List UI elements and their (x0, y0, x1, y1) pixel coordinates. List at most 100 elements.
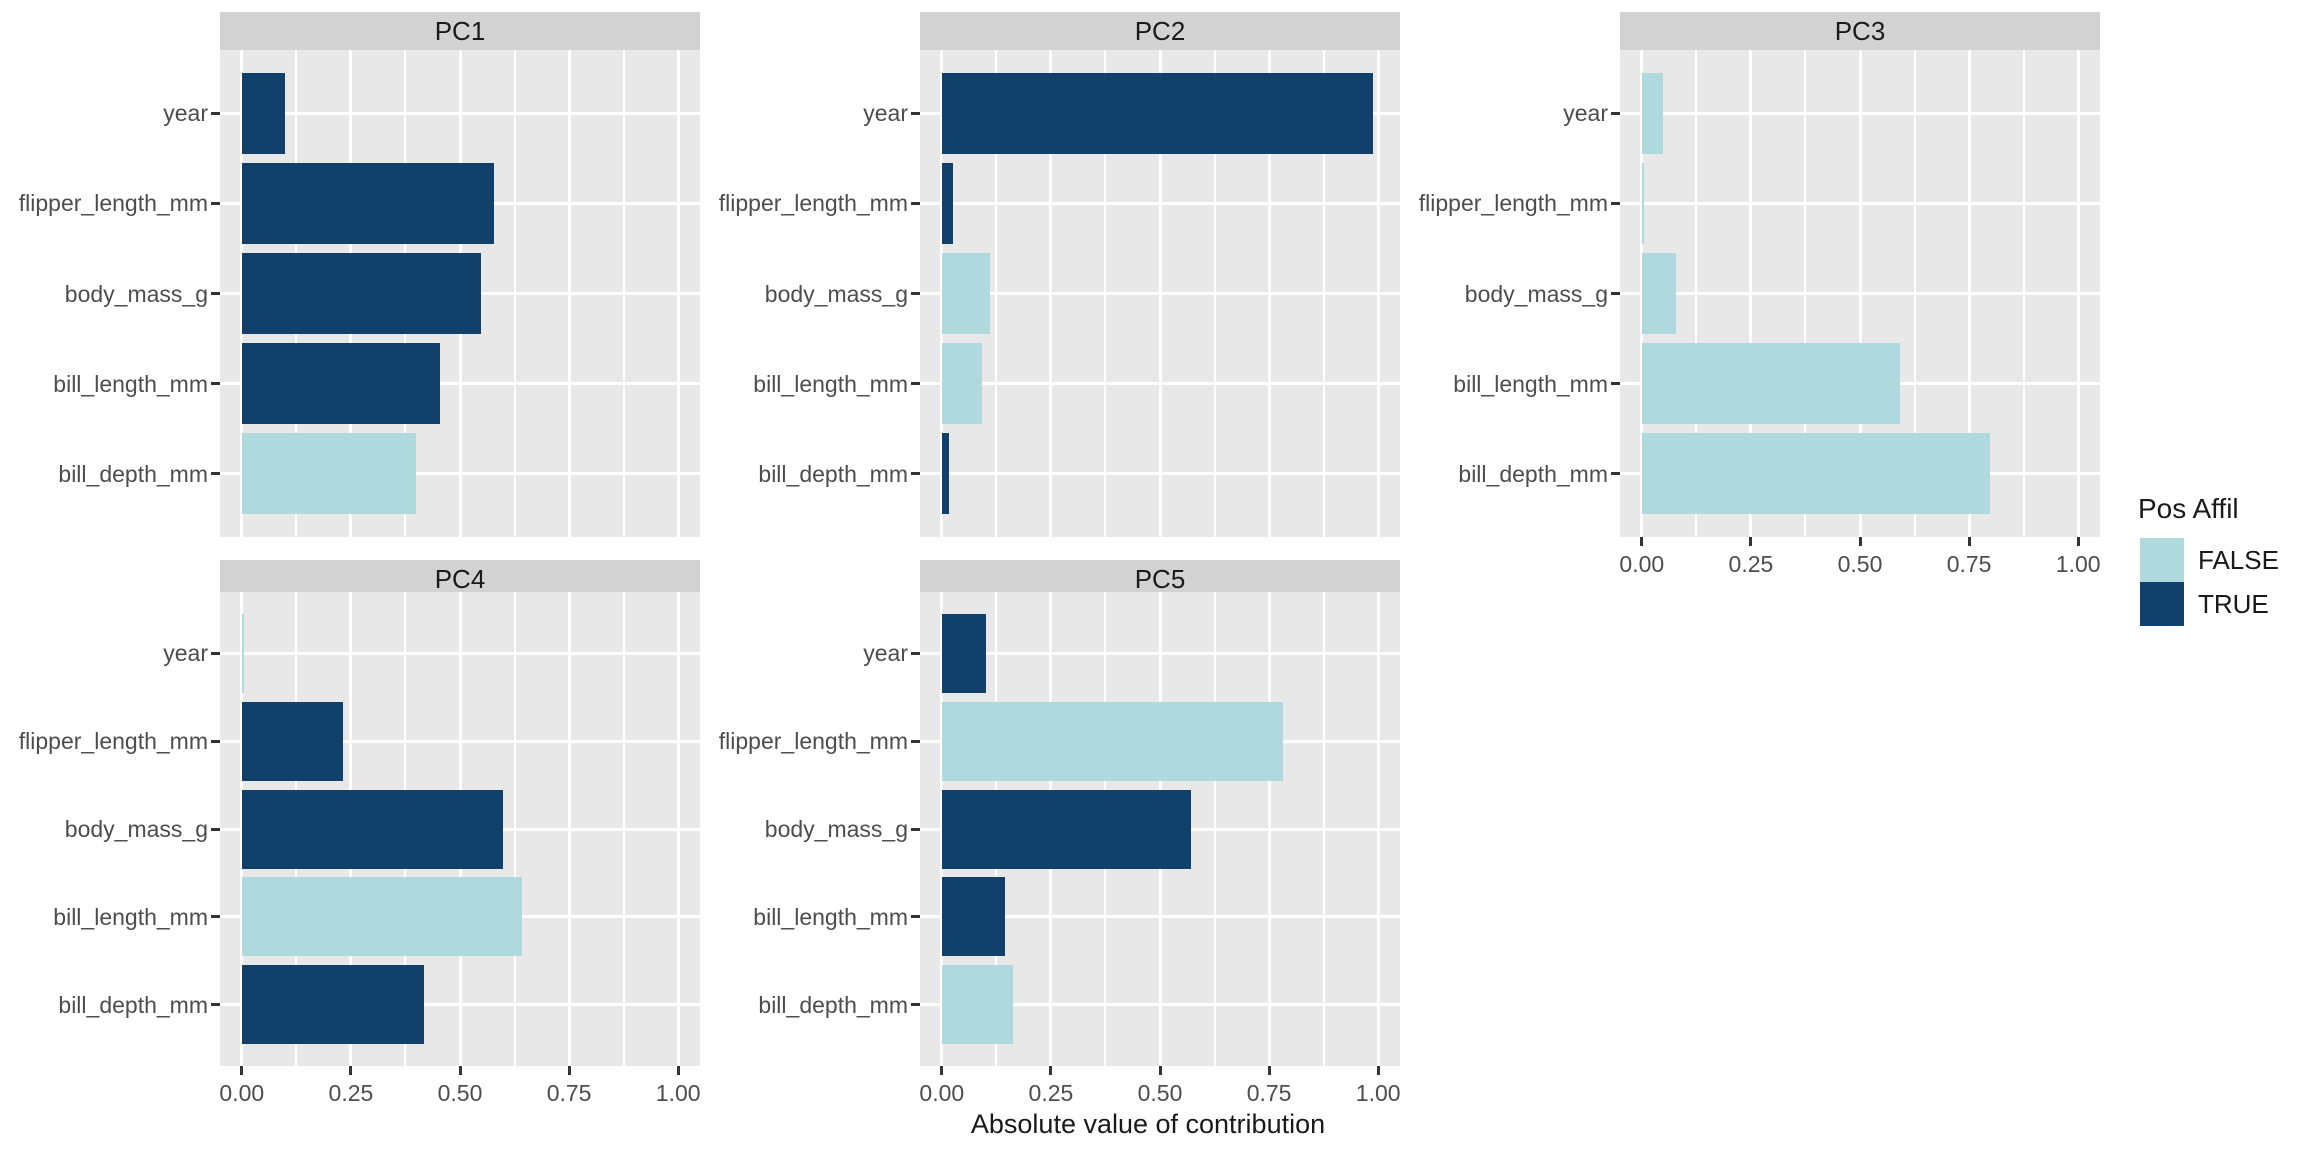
bar-bill_depth_mm-pc1 (241, 433, 416, 515)
x-axis-tick (1267, 1066, 1271, 1075)
y-axis-tick (1611, 111, 1620, 115)
facet-strip-pc1: PC1 (220, 12, 700, 50)
y-axis-tick (211, 382, 220, 386)
y-axis-tick (911, 827, 920, 831)
bar-year-pc3 (1641, 72, 1664, 154)
y-axis-tick (911, 111, 920, 115)
gridline-major-y (920, 1003, 1400, 1007)
gridline-major-y (920, 915, 1400, 919)
category-label-body_mass_g: body_mass_g (64, 816, 208, 842)
category-label-bill_depth_mm: bill_depth_mm (58, 991, 208, 1018)
category-label-bill_depth_mm: bill_depth_mm (58, 460, 208, 487)
category-label-flipper_length_mm: flipper_length_mm (1418, 190, 1608, 217)
x-axis-tick (1967, 537, 1971, 546)
x-axis-tick (458, 1066, 462, 1075)
y-axis-tick (211, 1003, 220, 1007)
bar-body_mass_g-pc1 (241, 252, 481, 335)
y-axis-tick (211, 292, 220, 295)
gridline-major-y (220, 111, 700, 115)
y-axis-tick (211, 111, 220, 115)
x-axis-title: Absolute value of contribution (970, 1109, 1326, 1139)
x-axis-tick (1640, 537, 1644, 546)
x-axis-tick (1376, 1066, 1380, 1075)
x-tick-label: 1.00 (655, 1080, 701, 1106)
bar-flipper_length_mm-pc1 (241, 162, 494, 244)
legend-swatch-false (2140, 538, 2184, 582)
bar-year-pc5 (941, 613, 987, 693)
facet-strip-pc3: PC3 (1620, 12, 2100, 50)
x-axis-tick (2076, 537, 2080, 546)
bar-body_mass_g-pc3 (1641, 252, 1676, 335)
facet-panel-pc5 (920, 592, 1400, 1066)
x-axis-tick (1749, 537, 1753, 546)
category-label-flipper_length_mm: flipper_length_mm (18, 190, 208, 217)
x-tick-label: 0.75 (1946, 551, 1992, 577)
gridline-major-y (220, 472, 700, 476)
category-label-flipper_length_mm: flipper_length_mm (18, 728, 208, 755)
category-label-year: year (863, 100, 908, 127)
category-label-bill_depth_mm: bill_depth_mm (758, 991, 908, 1018)
gridline-major-y (220, 651, 700, 655)
x-tick-label: 0.00 (1619, 551, 1665, 577)
facet-strip-pc5: PC5 (920, 560, 1400, 598)
facet-panel-pc3 (1620, 50, 2100, 537)
y-axis-tick (1611, 382, 1620, 386)
y-axis-tick (911, 472, 920, 476)
category-label-body_mass_g: body_mass_g (64, 280, 208, 307)
category-label-year: year (163, 640, 208, 667)
x-axis-tick (567, 1066, 571, 1075)
gridline-major-y (220, 382, 700, 386)
gridline-major-y (1620, 111, 2100, 115)
category-label-body_mass_g: body_mass_g (764, 280, 908, 307)
bar-flipper_length_mm-pc3 (1641, 162, 1644, 244)
bar-bill_depth_mm-pc5 (941, 965, 1013, 1045)
y-axis-tick (211, 472, 220, 476)
x-tick-label: 0.75 (546, 1080, 592, 1106)
x-tick-label: 0.75 (1246, 1080, 1292, 1106)
x-axis-tick (240, 1066, 244, 1075)
bar-bill_length_mm-pc5 (941, 877, 1006, 957)
x-tick-label: 1.00 (2055, 551, 2101, 577)
bar-flipper_length_mm-pc4 (241, 701, 344, 781)
legend-label-true: TRUE (2198, 589, 2269, 619)
category-label-bill_length_mm: bill_length_mm (1453, 370, 1608, 397)
y-axis-tick (211, 915, 220, 919)
legend-swatch-true (2140, 582, 2184, 626)
y-axis-tick (211, 739, 220, 743)
y-axis-tick (911, 739, 920, 743)
bar-body_mass_g-pc2 (941, 252, 991, 335)
category-label-bill_length_mm: bill_length_mm (53, 370, 208, 397)
y-axis-tick (211, 201, 220, 205)
gridline-major-y (220, 1003, 700, 1007)
facet-panel-pc4 (220, 592, 700, 1066)
category-label-year: year (1563, 100, 1608, 127)
x-axis-tick (349, 1066, 353, 1075)
category-label-bill_depth_mm: bill_depth_mm (758, 460, 908, 487)
x-axis-tick (1158, 1066, 1162, 1075)
y-axis-tick (911, 1003, 920, 1007)
category-label-bill_length_mm: bill_length_mm (53, 903, 208, 930)
bar-bill_length_mm-pc3 (1641, 343, 1901, 425)
bar-bill_depth_mm-pc2 (941, 433, 950, 515)
category-label-year: year (863, 640, 908, 667)
x-axis-tick (676, 1066, 680, 1075)
bar-year-pc2 (941, 72, 1373, 154)
y-axis-tick (911, 292, 920, 295)
y-axis-tick (911, 382, 920, 386)
facet-strip-pc2: PC2 (920, 12, 1400, 50)
category-label-flipper_length_mm: flipper_length_mm (718, 190, 908, 217)
x-axis-tick (940, 1066, 944, 1075)
facet-strip-pc4: PC4 (220, 560, 700, 598)
category-label-bill_length_mm: bill_length_mm (753, 903, 908, 930)
x-tick-label: 0.00 (919, 1080, 965, 1106)
y-axis-tick (1611, 472, 1620, 476)
bar-bill_depth_mm-pc3 (1641, 433, 1991, 515)
bar-body_mass_g-pc4 (241, 789, 503, 869)
x-tick-label: 0.50 (437, 1080, 483, 1106)
bar-bill_length_mm-pc4 (241, 877, 522, 957)
bar-flipper_length_mm-pc2 (941, 162, 954, 244)
gridline-major-y (920, 651, 1400, 655)
bar-flipper_length_mm-pc5 (941, 701, 1284, 781)
y-axis-tick (1611, 292, 1620, 295)
